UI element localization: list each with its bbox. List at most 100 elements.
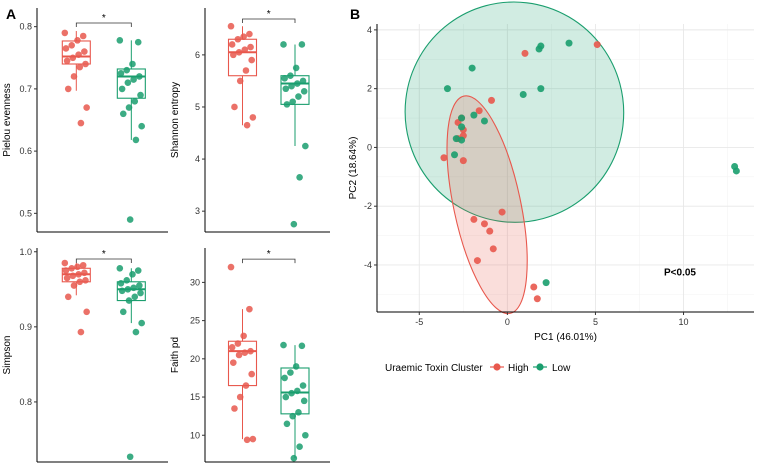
point-high	[473, 257, 481, 265]
legend-label-low: Low	[552, 363, 571, 374]
point-low	[138, 122, 145, 130]
point-low	[119, 308, 127, 316]
point-low	[282, 393, 290, 401]
point-high	[76, 63, 84, 71]
y-tick-label: -2	[364, 201, 372, 211]
point-low	[283, 101, 291, 108]
point-high	[63, 57, 71, 65]
point-low	[292, 363, 300, 370]
y-tick-label: 1.0	[19, 247, 32, 257]
p-value-annotation: P<0.05	[664, 267, 696, 278]
point-high	[61, 259, 69, 267]
point-high	[61, 29, 69, 37]
point-high	[82, 276, 89, 284]
point-high	[79, 261, 87, 269]
point-low	[519, 91, 527, 99]
panel-label-a: A	[6, 6, 16, 22]
point-high	[64, 85, 72, 93]
point-low	[130, 284, 137, 292]
point-high	[74, 37, 81, 44]
point-high	[593, 41, 601, 49]
point-high	[243, 121, 251, 129]
point-high	[236, 393, 244, 401]
point-low	[288, 389, 295, 397]
significance-label: *	[267, 249, 271, 260]
y-axis-title: Faith pd	[170, 337, 181, 373]
legend-title: Uraemic Toxin Cluster	[385, 363, 483, 374]
x-axis-title: PC1 (46.01%)	[534, 332, 597, 343]
point-low	[125, 297, 133, 304]
point-high	[228, 41, 236, 48]
point-high	[82, 60, 89, 68]
point-high	[231, 405, 238, 412]
point-high	[75, 270, 82, 278]
point-low	[535, 45, 543, 53]
y-tick-label: 5	[195, 102, 200, 112]
y-tick-label: 0	[367, 142, 372, 152]
point-high	[530, 283, 538, 291]
point-high	[248, 370, 255, 378]
point-high	[248, 56, 255, 64]
point-low	[134, 38, 142, 46]
point-high	[79, 32, 87, 40]
y-tick-label: 0.8	[19, 22, 32, 32]
point-high	[62, 45, 70, 52]
point-high	[241, 349, 249, 357]
point-low	[117, 279, 125, 287]
point-high	[459, 157, 467, 165]
point-low	[296, 174, 303, 181]
point-low	[132, 328, 140, 336]
point-high	[241, 46, 249, 53]
y-axis-title: Pielou evenness	[2, 83, 13, 156]
point-high	[470, 215, 478, 223]
point-high	[249, 435, 257, 443]
point-low	[134, 267, 142, 274]
point-high	[235, 48, 243, 56]
point-high	[83, 308, 90, 316]
point-low	[542, 279, 550, 287]
y-tick-label: 0.9	[19, 322, 32, 332]
faith-boxplot: 10 15 20 25 30 Faith pd *	[170, 248, 330, 463]
significance-bracket	[75, 258, 132, 263]
simpson-boxplot: 0.8 0.9 1.0 Simpson *	[2, 247, 168, 463]
x-tick-label: -5	[415, 317, 423, 327]
point-high	[227, 263, 235, 271]
y-tick-label: 0.8	[19, 397, 32, 407]
box-low	[280, 75, 310, 105]
point-low	[131, 293, 139, 301]
y-axis-title: Shannon entropy	[170, 82, 181, 158]
point-low	[116, 37, 124, 44]
legend-key-low	[533, 363, 547, 371]
point-high	[488, 96, 496, 104]
y-tick-label: -4	[364, 260, 372, 270]
point-low	[480, 117, 488, 125]
point-low	[458, 114, 466, 122]
point-high	[440, 154, 448, 162]
y-tick-label: 0.5	[19, 208, 32, 218]
point-high	[76, 278, 84, 286]
point-low	[470, 111, 478, 119]
y-tick-label: 25	[190, 316, 200, 326]
point-low	[289, 412, 297, 420]
y-tick-label: 2	[367, 84, 372, 94]
point-low	[294, 80, 301, 87]
point-low	[288, 82, 295, 90]
point-low	[452, 135, 460, 143]
point-high	[240, 332, 247, 340]
point-low	[292, 64, 300, 72]
point-high	[234, 340, 242, 347]
point-high	[480, 220, 488, 228]
point-low	[132, 136, 140, 144]
point-low	[117, 70, 125, 77]
point-low	[283, 420, 291, 428]
point-high	[247, 43, 254, 51]
point-low	[119, 110, 127, 118]
point-low	[468, 64, 476, 72]
point-high	[70, 282, 78, 289]
significance-label: *	[267, 9, 271, 20]
point-high	[81, 48, 88, 55]
point-low	[290, 220, 298, 228]
point-high	[70, 73, 78, 80]
point-high	[77, 119, 85, 127]
